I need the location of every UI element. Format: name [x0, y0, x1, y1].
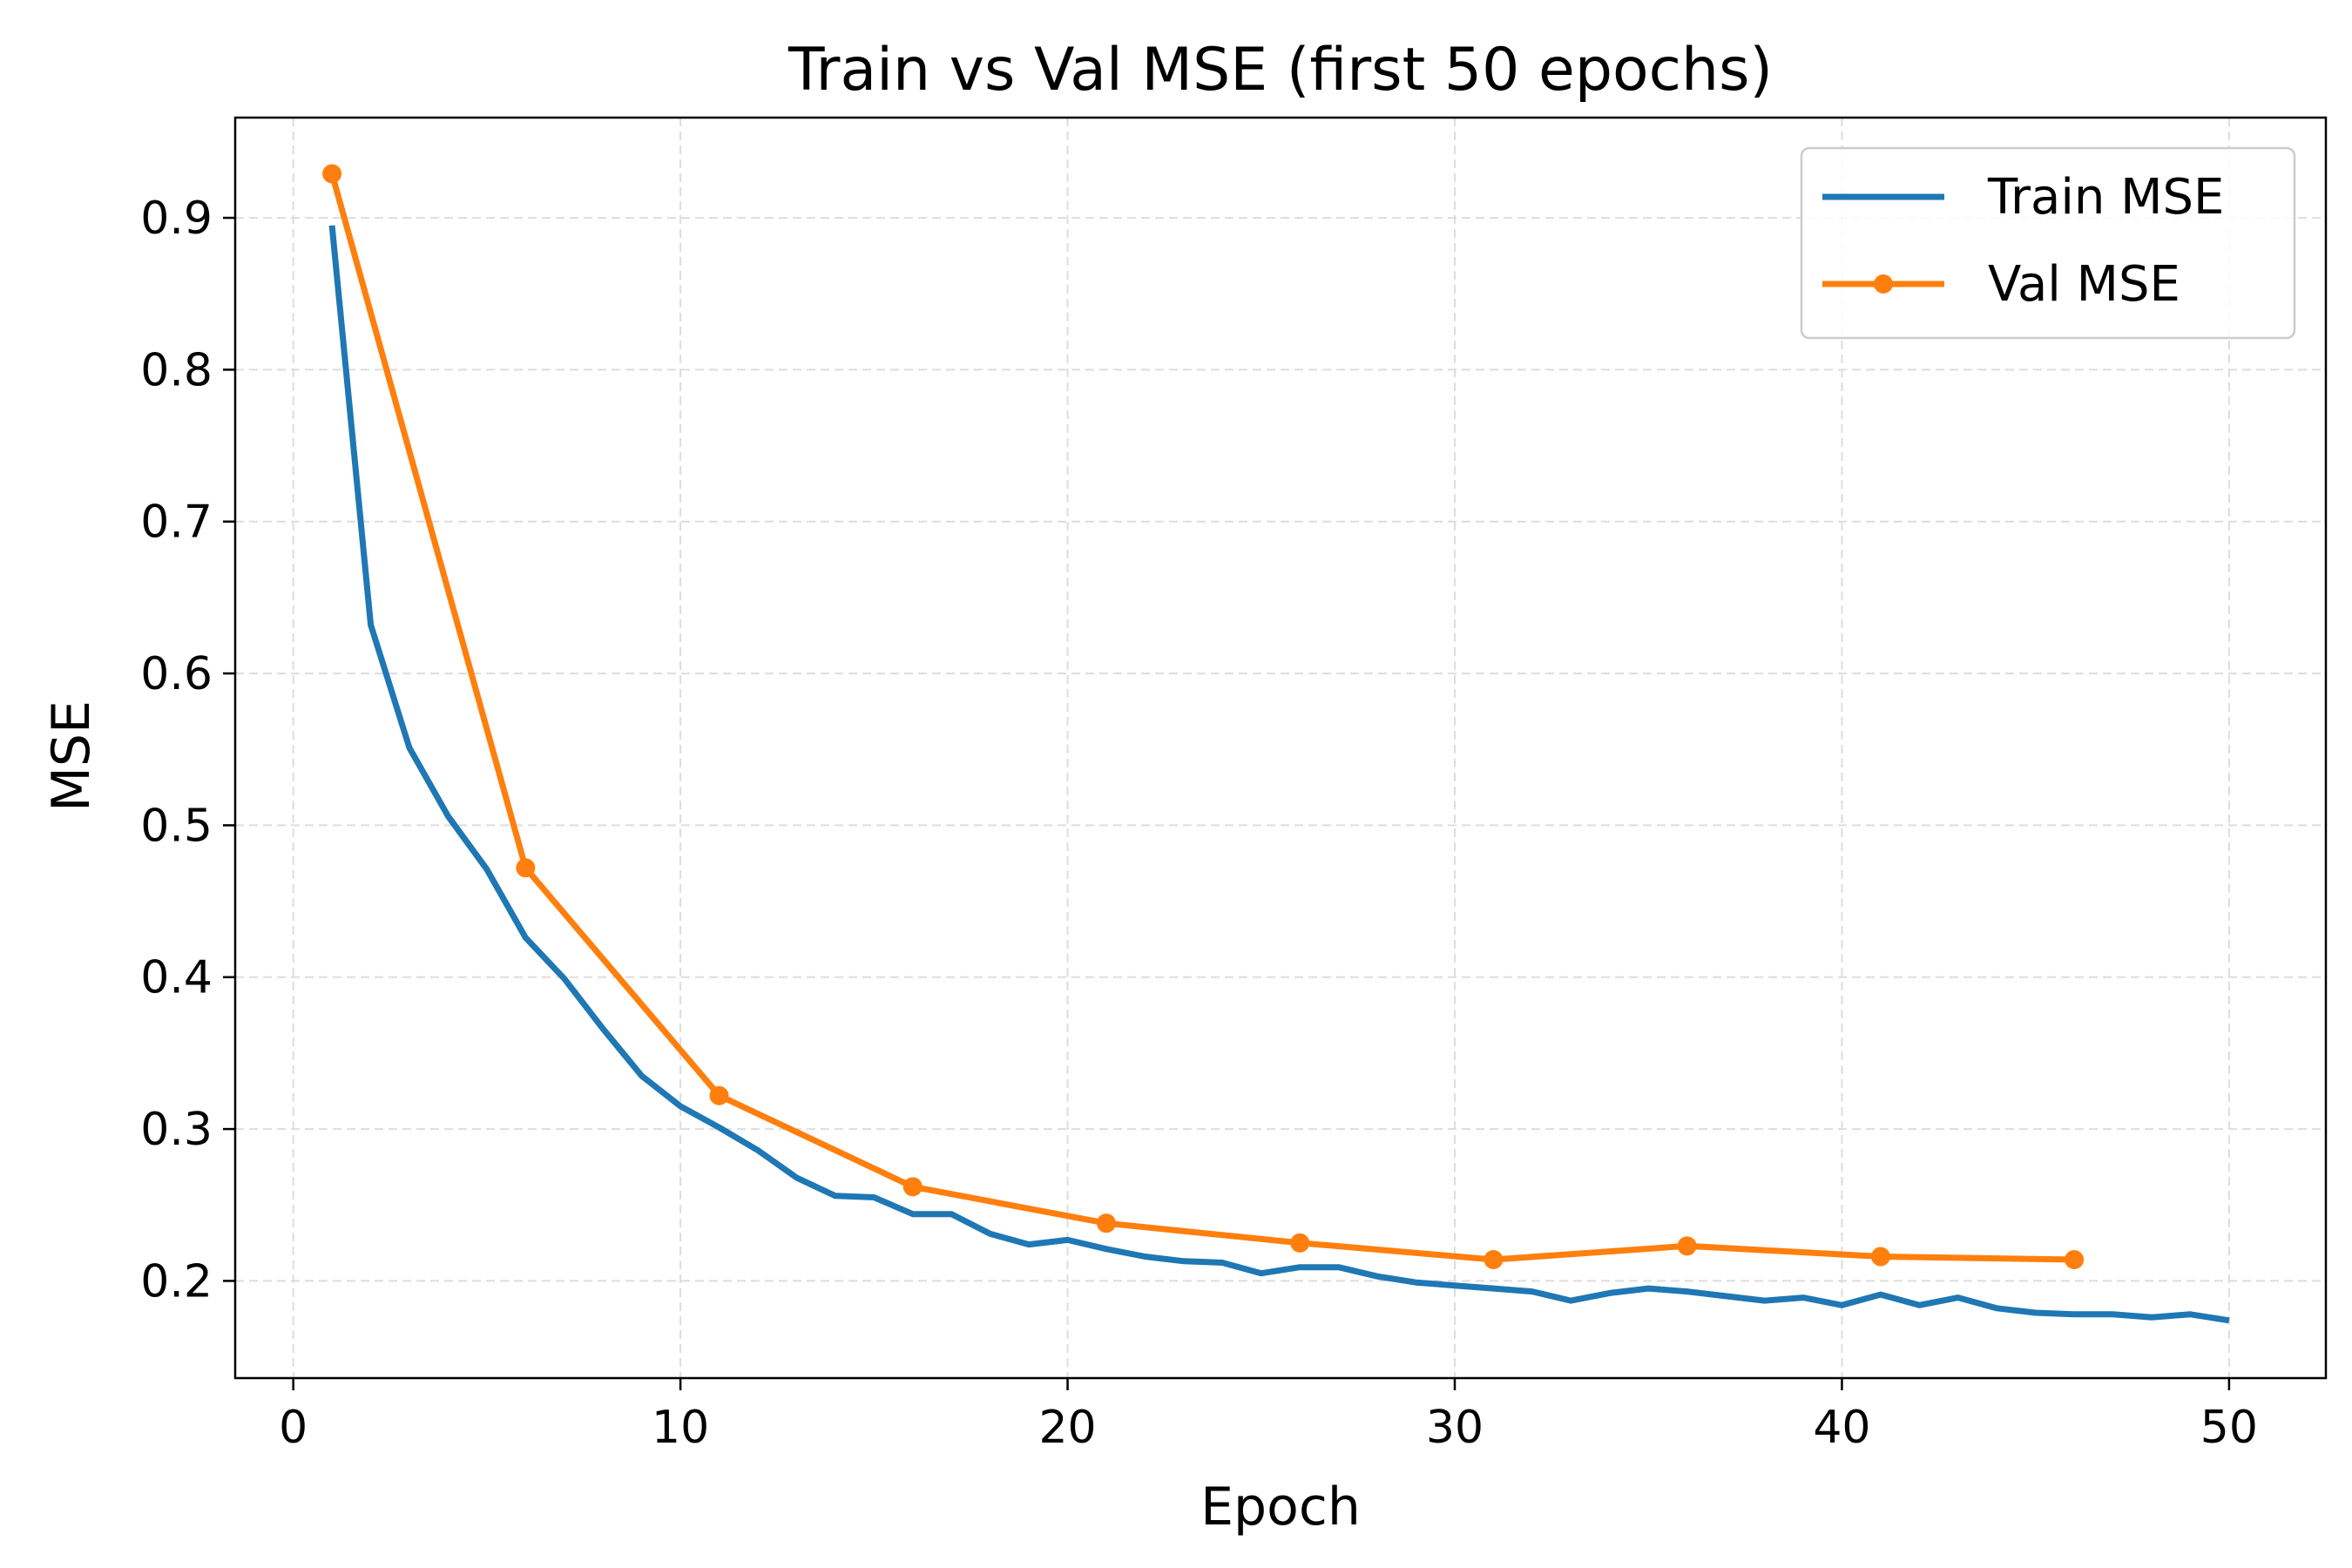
legend-marker-val-mse — [1874, 274, 1893, 294]
chart-title: Train vs Val MSE (first 50 epochs) — [787, 36, 1773, 105]
y-tick-label: 0.2 — [140, 1255, 213, 1308]
data-point-val-mse — [1870, 1247, 1890, 1267]
y-tick-label: 0.7 — [140, 497, 213, 549]
legend-label-val-mse: Val MSE — [1988, 256, 2180, 313]
data-point-val-mse — [516, 858, 536, 878]
legend-label-train-mse: Train MSE — [1987, 169, 2224, 226]
x-tick-label: 50 — [2200, 1402, 2258, 1454]
data-point-val-mse — [709, 1085, 729, 1105]
x-axis-label: Epoch — [1200, 1477, 1361, 1538]
y-tick-label: 0.6 — [140, 648, 213, 700]
y-tick-label: 0.3 — [140, 1104, 213, 1156]
data-point-val-mse — [1484, 1250, 1504, 1270]
y-tick-label: 0.4 — [140, 952, 213, 1004]
y-tick-label: 0.5 — [140, 800, 213, 852]
data-point-val-mse — [1677, 1236, 1697, 1256]
x-tick-label: 30 — [1426, 1402, 1484, 1454]
data-point-val-mse — [1290, 1233, 1310, 1253]
grid — [235, 118, 2326, 1378]
series-line-val-mse — [328, 172, 2075, 1263]
x-tick-label: 0 — [279, 1402, 308, 1454]
data-point-val-mse — [1097, 1213, 1116, 1233]
legend: Train MSE Val MSE — [1800, 146, 2296, 340]
plot-area-frame — [233, 116, 2328, 1380]
x-tick-label: 10 — [652, 1402, 709, 1454]
series-line-train-mse — [328, 225, 2230, 1324]
axis-ticks: 0 10 20 30 40 50 0.2 0.3 0.4 0.5 0.6 0.7 0.8 0.9 — [140, 193, 2258, 1454]
y-tick-label: 0.8 — [140, 344, 213, 396]
data-point-val-mse — [322, 164, 342, 184]
y-tick-label: 0.9 — [140, 193, 213, 245]
y-axis-label: MSE — [41, 700, 102, 812]
data-point-val-mse — [2065, 1250, 2085, 1270]
data-point-val-mse — [902, 1177, 923, 1197]
x-tick-label: 40 — [1813, 1402, 1870, 1454]
series-layer — [322, 164, 2230, 1324]
x-tick-label: 20 — [1038, 1402, 1096, 1454]
